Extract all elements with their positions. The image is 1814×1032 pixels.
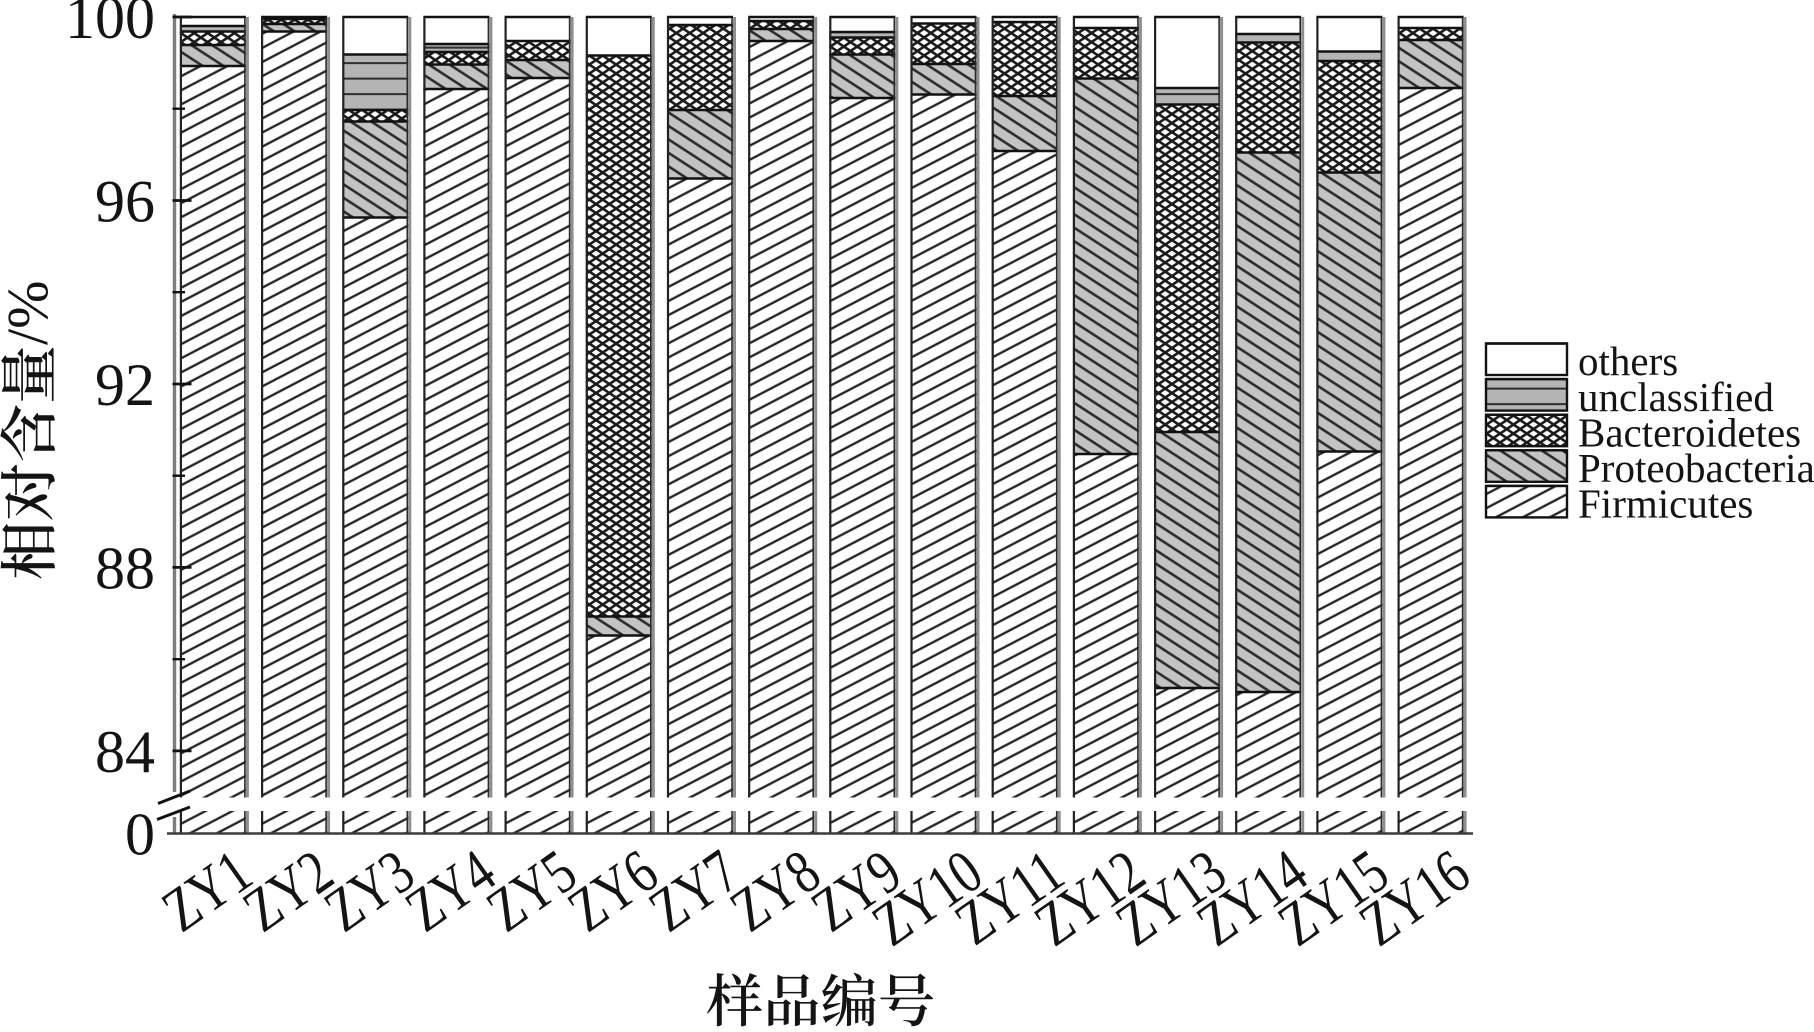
svg-text:/%: /% (0, 281, 60, 345)
svg-text:92: 92 (95, 352, 155, 418)
svg-text:Bacteroidetes: Bacteroidetes (1578, 409, 1801, 455)
svg-text:unclassified: unclassified (1578, 374, 1774, 420)
svg-text:Firmicutes: Firmicutes (1578, 481, 1753, 527)
svg-text:84: 84 (95, 719, 155, 785)
svg-text:100: 100 (65, 0, 155, 51)
svg-text:96: 96 (95, 169, 155, 235)
svg-text:others: others (1578, 338, 1678, 384)
svg-text:88: 88 (95, 535, 155, 601)
svg-text:0: 0 (125, 802, 155, 868)
svg-text:Proteobacteria: Proteobacteria (1578, 445, 1814, 491)
